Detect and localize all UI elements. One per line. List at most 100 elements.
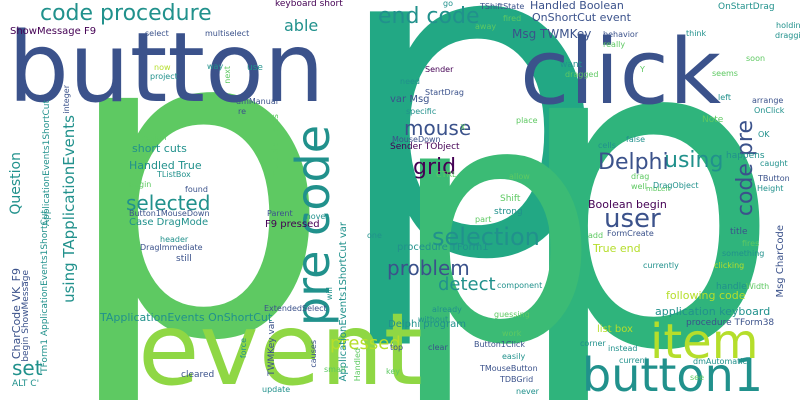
word-happens: happens (726, 151, 765, 161)
word-strong: strong (494, 207, 523, 217)
word-width: Width (746, 282, 770, 291)
word-will: will (325, 287, 334, 301)
word-selection: selection (432, 223, 540, 251)
word-part: part (475, 215, 492, 224)
word-end-code: end code (378, 4, 480, 29)
word-never: never (516, 387, 539, 396)
word-project: project (150, 72, 178, 81)
word-boolean-begin: Boolean begin (588, 198, 667, 211)
word-applicationevents1shortcut: ApplicationEvents1ShortCut (42, 100, 52, 227)
word-currently: currently (643, 261, 679, 270)
word-showmessage-f9: ShowMessage F9 (10, 26, 97, 37)
word-keyboard-short: keyboard short (275, 0, 343, 9)
word-next: next (223, 66, 232, 84)
word-handled-true: Handled True (129, 159, 202, 172)
word-seems: seems (712, 69, 738, 78)
word-user: user (604, 204, 661, 234)
word-already: already (432, 305, 462, 314)
word-tshiftstate: TShiftState (480, 2, 525, 11)
word-short-cuts: short cuts (132, 142, 187, 155)
word-place: place (516, 116, 538, 125)
word-p-small: p (390, 33, 600, 400)
word-behavior: behavior (603, 30, 639, 39)
word-delphi-program: Delphi program (388, 319, 466, 330)
word-dmautomatic: dmAutomatic (693, 357, 747, 366)
word-grid: grid (413, 155, 457, 180)
word-caught: caught (760, 159, 788, 168)
word-selected: selected (126, 191, 211, 215)
word-problem: problem (387, 256, 470, 280)
word-something: something (722, 249, 765, 258)
word-see: see (690, 373, 705, 382)
word-note: Note (702, 115, 724, 125)
word-able: able (284, 16, 319, 35)
word-y: Y (640, 65, 645, 74)
word-update: update (262, 385, 291, 394)
word-shift: Shift (500, 194, 521, 204)
word-tform1-applicationevents1shortcut: TForm1 ApplicationEvents1ShortCut (40, 210, 50, 373)
word-procedure-tform38: procedure TForm38 (686, 318, 775, 328)
word-cleared: cleared (181, 370, 215, 380)
word-work: work (502, 329, 522, 338)
word-need: need (400, 77, 420, 86)
word-dragobject: DragObject (653, 181, 699, 190)
word-dragimmediate: DragImmediate (140, 243, 203, 252)
word-go: go (443, 0, 453, 8)
word-fires: fires (742, 239, 760, 248)
word-causes: causes (309, 340, 318, 368)
word-arrange: arrange (752, 96, 784, 105)
word-x: X (460, 123, 466, 132)
word-begin-showmessage: begin ShowMessage (21, 270, 31, 362)
word-tapplicationevents-onshortcut: TApplicationEvents OnShortCut (100, 311, 273, 324)
word-var-msg: var Msg (390, 94, 430, 105)
word-current: current (619, 356, 648, 365)
word-mouse: mouse (404, 116, 472, 140)
word-question: Question (8, 152, 24, 215)
word-really: really (603, 40, 626, 49)
word-ok: OK (758, 130, 770, 139)
word-without: without (418, 315, 449, 324)
word-applicationevents1shortcut-var: ApplicationEvents1ShortCut var (338, 222, 349, 382)
word-formcreate: FormCreate (607, 229, 654, 238)
word-integer: integer (62, 85, 71, 114)
word-detect: detect (438, 274, 496, 295)
word-click: click (520, 20, 722, 125)
word-tdbgrid: TDBGrid (500, 375, 534, 384)
word-soon: soon (746, 54, 766, 63)
word-clear: clear (428, 343, 448, 352)
word-startdrag: StartDrag (425, 88, 464, 97)
word-multiple-items: multiple items (271, 114, 281, 179)
word-specific: specific (406, 107, 437, 116)
word-drag: drag (631, 172, 650, 181)
word-handled: Handled (353, 348, 362, 382)
word-guessing: guessing (494, 310, 530, 319)
word-onshortcut-event: OnShortCut event (532, 11, 631, 24)
word-dragging: dragging (775, 31, 800, 40)
word-force: force (239, 338, 248, 359)
word-instead: instead (608, 344, 638, 353)
word-tmousebutton: TMouseButton (480, 364, 538, 373)
word-left: left (718, 93, 731, 102)
word-following-code: following code (666, 289, 746, 302)
word-found: found (185, 185, 208, 194)
word-f9-pressed: F9 pressed (265, 219, 320, 230)
word-pressed: pressed (330, 333, 401, 354)
word-fired: fired (503, 14, 522, 23)
word-way: way (207, 62, 224, 71)
word-extendedselect: ExtendedSelect (264, 304, 327, 313)
word-code-procedure: code procedure (40, 1, 212, 26)
word-handled-boolean: Handled Boolean (530, 0, 624, 12)
word-ctrl: CTRL (436, 170, 457, 179)
word-allow: allow (509, 172, 530, 181)
word-button1mousedown: Button1MouseDown (129, 209, 210, 218)
word-corner: corner (580, 339, 606, 348)
word-title: title (730, 227, 748, 237)
word-still: still (176, 254, 192, 264)
word-well: well (631, 182, 647, 191)
word-multiselect: multiselect (205, 29, 250, 38)
word-onstartdrag: OnStartDrag (718, 2, 775, 12)
word-application-keyboard: application keyboard (655, 305, 771, 318)
word-assign: assign (141, 133, 167, 142)
word-button1: button1 (582, 348, 763, 400)
word-twmkey-var: TWMKey var (267, 320, 277, 376)
